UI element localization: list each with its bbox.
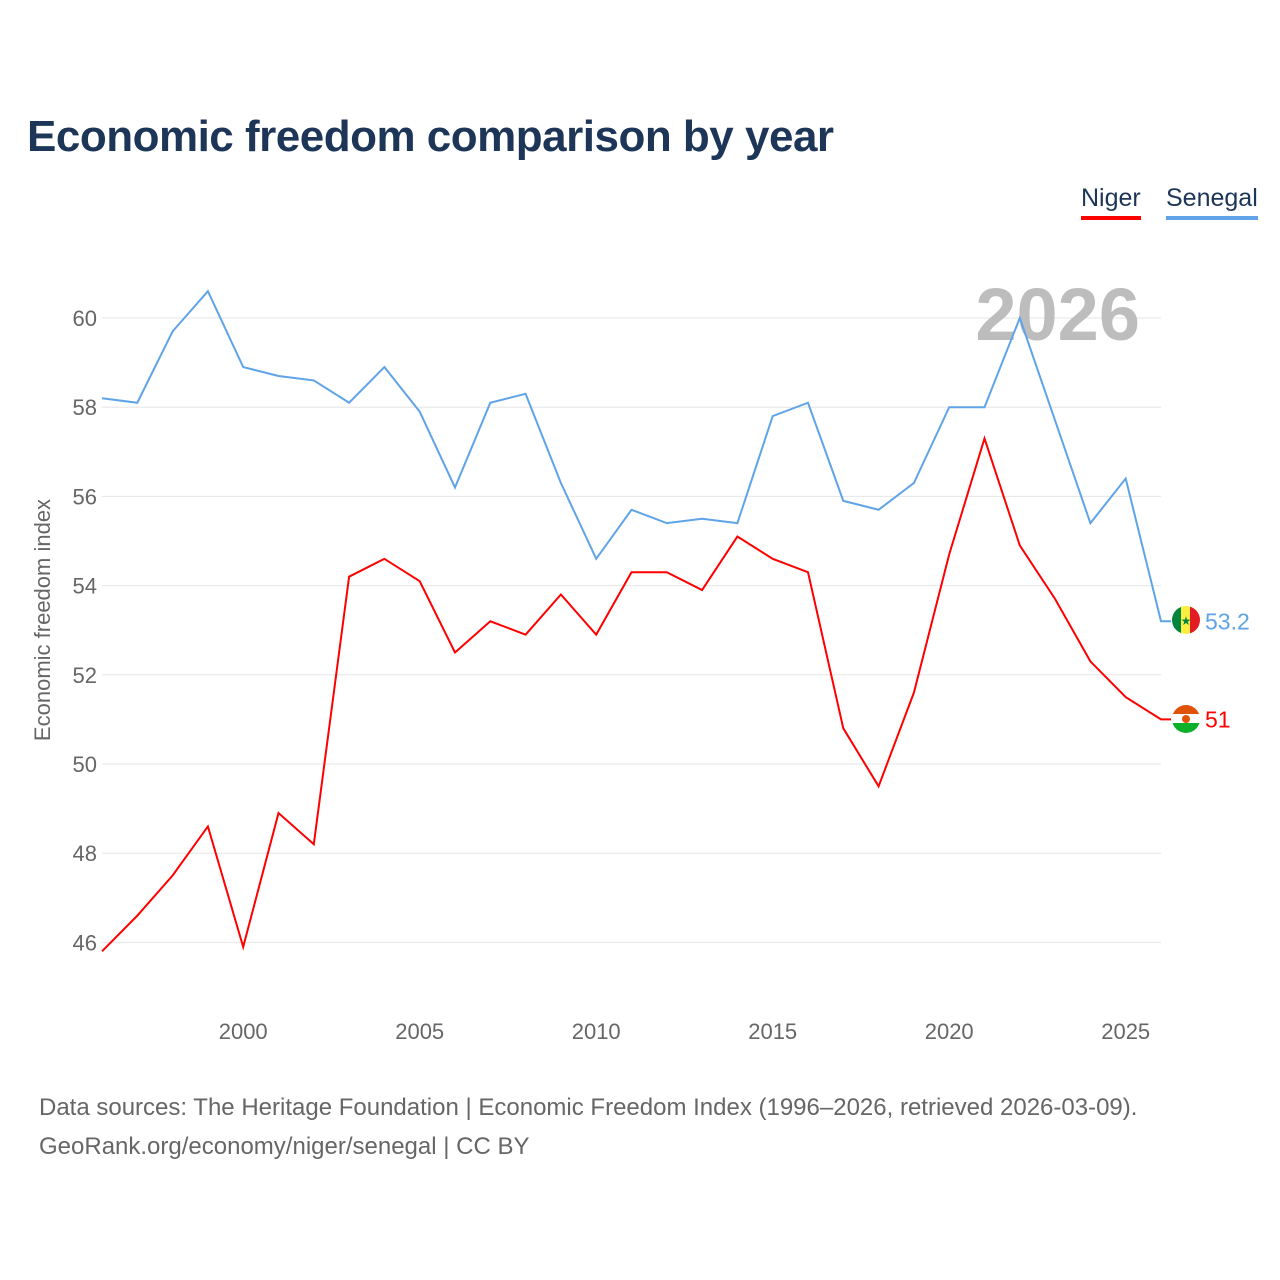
x-tick-label: 2015	[748, 1019, 797, 1044]
y-tick-label: 54	[73, 574, 97, 599]
source-link[interactable]: GeoRank.org/economy/niger/senegal | CC B…	[39, 1133, 530, 1160]
y-tick-label: 46	[73, 930, 97, 955]
y-tick-label: 58	[73, 395, 97, 420]
legend-senegal[interactable]: Senegal	[1166, 184, 1258, 220]
y-tick-label: 52	[73, 663, 97, 688]
svg-text:★: ★	[1181, 614, 1192, 628]
footer: Data sources: The Heritage Foundation | …	[39, 1088, 1137, 1166]
niger-flag-icon	[1172, 705, 1200, 733]
legend-niger[interactable]: Niger	[1081, 184, 1141, 220]
series-line-niger	[101, 435, 1171, 953]
x-tick-label: 2005	[395, 1019, 444, 1044]
end-label-niger: 51	[1205, 706, 1231, 732]
y-axis-label: Economic freedom index	[30, 499, 55, 741]
data-sources: Data sources: The Heritage Foundation | …	[39, 1094, 1138, 1121]
x-tick-label: 2025	[1101, 1019, 1150, 1044]
y-tick-label: 60	[73, 306, 97, 331]
senegal-flag-icon: ★	[1172, 606, 1200, 634]
end-label-senegal: 53.2	[1205, 608, 1250, 634]
y-tick-label: 50	[73, 752, 97, 777]
y-tick-label: 56	[73, 484, 97, 509]
x-tick-label: 2010	[572, 1019, 621, 1044]
y-tick-label: 48	[73, 841, 97, 866]
x-tick-label: 2020	[925, 1019, 974, 1044]
year-watermark: 2026	[975, 273, 1140, 356]
series-line-senegal	[101, 289, 1171, 623]
chart-title: Economic freedom comparison by year	[27, 112, 834, 161]
x-tick-label: 2000	[219, 1019, 268, 1044]
